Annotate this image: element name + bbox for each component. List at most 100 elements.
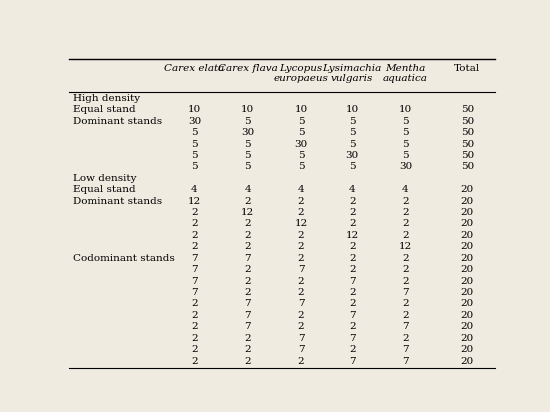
Text: 2: 2: [349, 208, 355, 217]
Text: 10: 10: [345, 105, 359, 114]
Text: 7: 7: [349, 356, 355, 365]
Text: 2: 2: [298, 288, 304, 297]
Text: 2: 2: [298, 254, 304, 263]
Text: 50: 50: [461, 162, 474, 171]
Text: 2: 2: [349, 242, 355, 251]
Text: 4: 4: [298, 185, 304, 194]
Text: 20: 20: [461, 265, 474, 274]
Text: 7: 7: [191, 265, 198, 274]
Text: 12: 12: [399, 242, 412, 251]
Text: 10: 10: [399, 105, 412, 114]
Text: 7: 7: [298, 265, 304, 274]
Text: 7: 7: [402, 288, 409, 297]
Text: 2: 2: [298, 311, 304, 320]
Text: 2: 2: [402, 276, 409, 286]
Text: 2: 2: [349, 322, 355, 331]
Text: 5: 5: [298, 117, 304, 126]
Text: 2: 2: [244, 334, 251, 343]
Text: 7: 7: [298, 345, 304, 354]
Text: 2: 2: [244, 265, 251, 274]
Text: 2: 2: [191, 300, 198, 309]
Text: 7: 7: [244, 322, 251, 331]
Text: 2: 2: [349, 220, 355, 229]
Text: Lycopus
europaeus: Lycopus europaeus: [273, 64, 328, 83]
Text: 2: 2: [244, 242, 251, 251]
Text: 2: 2: [402, 220, 409, 229]
Text: 2: 2: [402, 254, 409, 263]
Text: 2: 2: [298, 231, 304, 240]
Text: 50: 50: [461, 117, 474, 126]
Text: 5: 5: [191, 140, 198, 149]
Text: 2: 2: [402, 231, 409, 240]
Text: 2: 2: [349, 345, 355, 354]
Text: Lysimachia
vulgaris: Lysimachia vulgaris: [323, 64, 382, 83]
Text: 7: 7: [349, 311, 355, 320]
Text: 30: 30: [241, 128, 255, 137]
Text: 7: 7: [349, 334, 355, 343]
Text: 20: 20: [461, 345, 474, 354]
Text: 2: 2: [298, 276, 304, 286]
Text: Carex elata: Carex elata: [164, 64, 224, 73]
Text: 2: 2: [349, 265, 355, 274]
Text: Low density: Low density: [73, 174, 136, 183]
Text: 7: 7: [402, 356, 409, 365]
Text: 7: 7: [298, 300, 304, 309]
Text: 50: 50: [461, 105, 474, 114]
Text: 2: 2: [402, 197, 409, 206]
Text: 5: 5: [349, 128, 355, 137]
Text: 20: 20: [461, 185, 474, 194]
Text: 2: 2: [349, 288, 355, 297]
Text: 12: 12: [294, 220, 307, 229]
Text: 2: 2: [298, 208, 304, 217]
Text: 7: 7: [191, 288, 198, 297]
Text: Codominant stands: Codominant stands: [73, 254, 175, 263]
Text: 5: 5: [298, 128, 304, 137]
Text: 7: 7: [402, 345, 409, 354]
Text: 10: 10: [241, 105, 255, 114]
Text: 2: 2: [191, 356, 198, 365]
Text: 7: 7: [402, 322, 409, 331]
Text: 50: 50: [461, 151, 474, 160]
Text: 4: 4: [402, 185, 409, 194]
Text: 5: 5: [298, 151, 304, 160]
Text: 20: 20: [461, 276, 474, 286]
Text: 2: 2: [402, 334, 409, 343]
Text: 2: 2: [191, 208, 198, 217]
Text: 2: 2: [244, 231, 251, 240]
Text: Total: Total: [454, 64, 480, 73]
Text: 7: 7: [191, 254, 198, 263]
Text: 5: 5: [349, 117, 355, 126]
Text: 5: 5: [244, 140, 251, 149]
Text: 2: 2: [402, 300, 409, 309]
Text: 20: 20: [461, 288, 474, 297]
Text: 2: 2: [298, 197, 304, 206]
Text: 20: 20: [461, 300, 474, 309]
Text: 10: 10: [188, 105, 201, 114]
Text: 2: 2: [298, 322, 304, 331]
Text: 2: 2: [349, 300, 355, 309]
Text: 2: 2: [402, 265, 409, 274]
Text: 20: 20: [461, 220, 474, 229]
Text: 20: 20: [461, 322, 474, 331]
Text: Dominant stands: Dominant stands: [73, 197, 162, 206]
Text: 5: 5: [298, 162, 304, 171]
Text: 12: 12: [345, 231, 359, 240]
Text: 30: 30: [188, 117, 201, 126]
Text: 5: 5: [191, 162, 198, 171]
Text: Equal stand: Equal stand: [73, 105, 136, 114]
Text: 2: 2: [191, 345, 198, 354]
Text: 2: 2: [402, 208, 409, 217]
Text: 2: 2: [244, 288, 251, 297]
Text: 5: 5: [349, 162, 355, 171]
Text: 7: 7: [191, 276, 198, 286]
Text: 2: 2: [298, 356, 304, 365]
Text: 30: 30: [399, 162, 412, 171]
Text: 7: 7: [244, 254, 251, 263]
Text: Dominant stands: Dominant stands: [73, 117, 162, 126]
Text: 12: 12: [188, 197, 201, 206]
Text: 30: 30: [294, 140, 307, 149]
Text: 7: 7: [349, 276, 355, 286]
Text: 5: 5: [349, 140, 355, 149]
Text: 2: 2: [244, 345, 251, 354]
Text: 4: 4: [244, 185, 251, 194]
